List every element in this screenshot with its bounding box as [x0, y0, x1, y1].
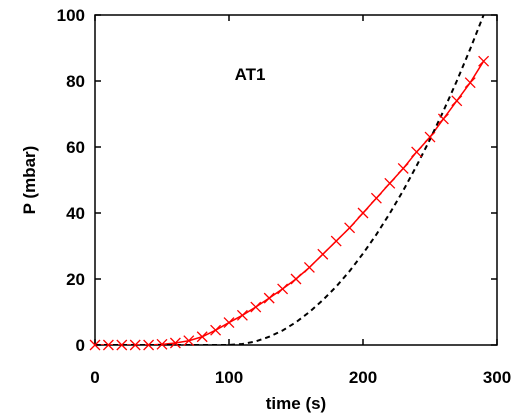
data-point: [143, 339, 155, 351]
data-point: [384, 177, 396, 189]
y-tick-label: 80: [66, 72, 85, 91]
data-point: [330, 235, 342, 247]
data-point: [344, 222, 356, 234]
x-axis-label: time (s): [266, 394, 326, 413]
data-point: [290, 273, 302, 285]
data-point: [250, 301, 262, 313]
data-point: [357, 207, 369, 219]
data-point: [116, 339, 128, 351]
y-tick-label: 0: [76, 336, 85, 355]
y-axis-label: P (mbar): [20, 146, 39, 215]
data-point: [129, 339, 141, 351]
data-point: [411, 146, 423, 158]
y-tick-label: 60: [66, 138, 85, 157]
data-point: [370, 192, 382, 204]
x-tick-label: 0: [90, 368, 99, 387]
data-point: [236, 309, 248, 321]
data-point: [303, 261, 315, 273]
data-point: [196, 331, 208, 343]
data-point: [464, 77, 476, 89]
data-point: [317, 248, 329, 260]
data-point: [169, 337, 181, 349]
series-line: [95, 15, 485, 345]
series-line: [95, 60, 485, 345]
annotation: AT1: [235, 65, 266, 84]
plot-area: [95, 15, 485, 345]
data-point: [223, 317, 235, 329]
data-point: [451, 95, 463, 107]
data-point: [89, 339, 101, 351]
data-point: [424, 131, 436, 143]
y-tick-label: 20: [66, 270, 85, 289]
data-point: [156, 338, 168, 350]
data-point: [478, 55, 490, 67]
y-tick-label: 100: [57, 6, 85, 25]
data-point: [210, 324, 222, 336]
x-tick-label: 100: [215, 368, 243, 387]
x-tick-label: 200: [349, 368, 377, 387]
data-point: [277, 283, 289, 295]
x-tick-label: 300: [483, 368, 511, 387]
data-point: [183, 335, 195, 347]
data-point: [102, 339, 114, 351]
data-point: [397, 162, 409, 174]
plot-frame: [94, 14, 498, 346]
data-point: [437, 113, 449, 125]
y-tick-label: 40: [66, 204, 85, 223]
data-point: [263, 292, 275, 304]
